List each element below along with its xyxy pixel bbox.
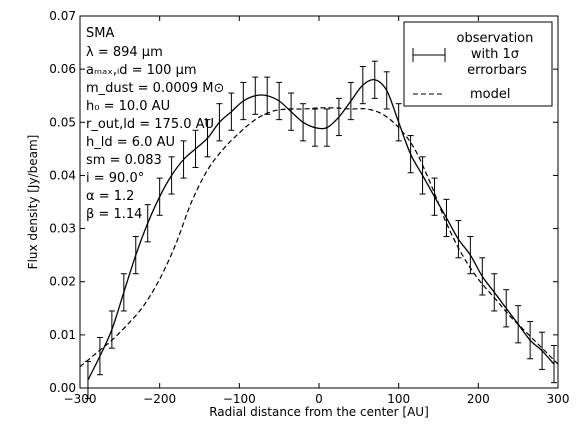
errorbar [288, 92, 295, 131]
plot-marks [79, 60, 559, 400]
legend-observation-line2: with 1σ [471, 47, 519, 62]
errorbar [132, 236, 139, 275]
y-tick-label: 0.01 [49, 328, 76, 342]
errorbar [84, 360, 91, 400]
errorbar [419, 156, 426, 195]
errorbar [252, 76, 259, 115]
errorbar [204, 119, 211, 158]
errorbar [539, 331, 546, 370]
errorbar [479, 257, 486, 296]
errorbar [228, 92, 235, 131]
annotation-sm: sm = 0.083 [86, 153, 162, 168]
errorbar [383, 71, 390, 110]
legend: observation with 1σ errorbars model [403, 21, 553, 107]
x-tick-label: 300 [547, 392, 570, 406]
annotation-rout: r_out,ld = 175.0 AU [86, 117, 214, 132]
errorbar [192, 129, 199, 168]
x-tick-label: −200 [143, 392, 176, 406]
annotation-instrument: SMA [86, 26, 114, 41]
y-tick-label: 0.02 [49, 275, 76, 289]
errorbar [515, 305, 522, 344]
errorbar [240, 81, 247, 121]
plot-frame [79, 15, 559, 389]
errorbar [168, 156, 175, 195]
x-tick-label: 200 [467, 392, 490, 406]
errorbar [503, 289, 510, 328]
errorbar [467, 236, 474, 275]
y-tick-label: 0.04 [49, 168, 76, 182]
legend-observation-label: observation with 1σ errorbars [456, 31, 537, 78]
errorbar [455, 220, 462, 259]
series-observation-line [87, 78, 555, 381]
errorbar [491, 273, 498, 312]
x-tick-label: 100 [387, 392, 410, 406]
y-tick-label: 0.07 [49, 9, 76, 23]
errorbar [551, 344, 558, 384]
errorbar [443, 198, 450, 238]
errorbar [371, 60, 378, 99]
annotation-inclination: i = 90.0° [86, 171, 144, 186]
annotation-beta: β = 1.14 [86, 207, 142, 222]
legend-model-label: model [470, 87, 510, 102]
errorbar [407, 135, 414, 174]
y-tick-label: 0.06 [49, 62, 76, 76]
errorbar [216, 103, 223, 142]
x-tick-label: −300 [64, 392, 97, 406]
y-tick-label: 0.03 [49, 222, 76, 236]
series-model-line [79, 107, 559, 368]
errorbar [300, 103, 307, 142]
errorbar [180, 140, 187, 179]
annotation-alpha: α = 1.2 [86, 189, 134, 204]
legend-observation-line1: observation [456, 31, 533, 46]
errorbar [527, 321, 534, 360]
errorbar [120, 273, 127, 312]
errorbar [323, 108, 330, 147]
errorbar [96, 337, 103, 376]
errorbar [144, 204, 151, 243]
annotation-h0: h₀ = 10.0 AU [86, 99, 170, 114]
x-axis-label: Radial distance from the center [AU] [209, 405, 429, 419]
errorbar [395, 103, 402, 142]
x-tick-label: 0 [315, 392, 323, 406]
errorbar [108, 310, 115, 349]
errorbar [276, 81, 283, 121]
errorbar [359, 65, 366, 105]
y-axis-label: Flux density [Jy/beam] [26, 135, 40, 270]
y-tick-label: 0.05 [49, 115, 76, 129]
errorbar [347, 81, 354, 121]
errorbar [156, 177, 163, 216]
errorbar [264, 76, 271, 115]
annotation-amax: aₘₐₓ,ₗd = 100 µm [86, 63, 197, 78]
errorbar [312, 108, 319, 147]
legend-observation-line3: errorbars [467, 63, 527, 78]
x-tick-label: −100 [223, 392, 256, 406]
annotation-mdust: m_dust = 0.0009 M⊙ [86, 81, 224, 96]
annotation-wavelength: λ = 894 µm [86, 45, 163, 60]
legend-box [403, 21, 553, 107]
errorbar [431, 177, 438, 216]
annotation-hld: h_ld = 6.0 AU [86, 135, 175, 150]
axis-ticks: −300 −200 −100 0 100 200 300 0.00 0.01 0.02 0.03 0.… [49, 9, 569, 406]
y-tick-label: 0.00 [49, 381, 76, 395]
legend-errorbar-symbol [412, 48, 446, 62]
annotation-block: SMA λ = 894 µm aₘₐₓ,ₗd = 100 µm m_dust =… [86, 26, 224, 222]
errorbar [335, 97, 342, 137]
